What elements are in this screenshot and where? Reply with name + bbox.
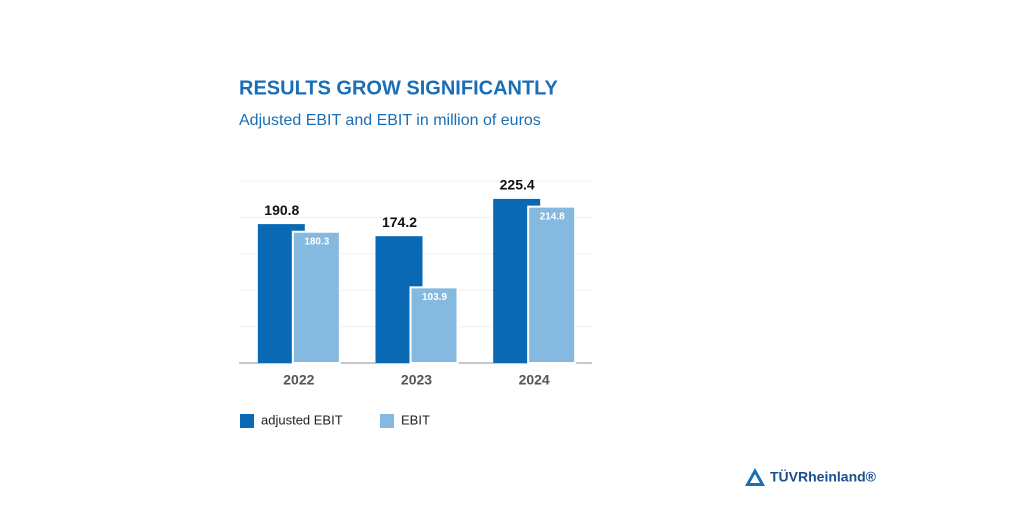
data-label: 174.2	[382, 214, 417, 230]
bar	[527, 205, 577, 364]
legend-label: adjusted EBIT	[261, 412, 343, 427]
bar	[291, 230, 341, 364]
legend-label: EBIT	[401, 412, 430, 427]
x-tick-label: 2023	[401, 372, 432, 388]
logo-icon	[745, 468, 765, 486]
data-label: 214.8	[540, 211, 565, 222]
legend-swatch	[240, 414, 254, 428]
bar	[409, 286, 459, 365]
legend-swatch	[380, 414, 394, 428]
data-label: 103.9	[422, 292, 447, 303]
chart-subtitle: Adjusted EBIT and EBIT in million of eur…	[239, 112, 541, 129]
data-label: 180.3	[304, 236, 329, 247]
logo: TÜVRheinland®	[770, 469, 877, 485]
x-tick-label: 2024	[519, 372, 550, 388]
data-label: 190.8	[264, 202, 299, 218]
x-tick-label: 2022	[283, 372, 314, 388]
data-label: 225.4	[500, 177, 535, 193]
chart-title: RESULTS GROW SIGNIFICANTLY	[239, 77, 559, 99]
